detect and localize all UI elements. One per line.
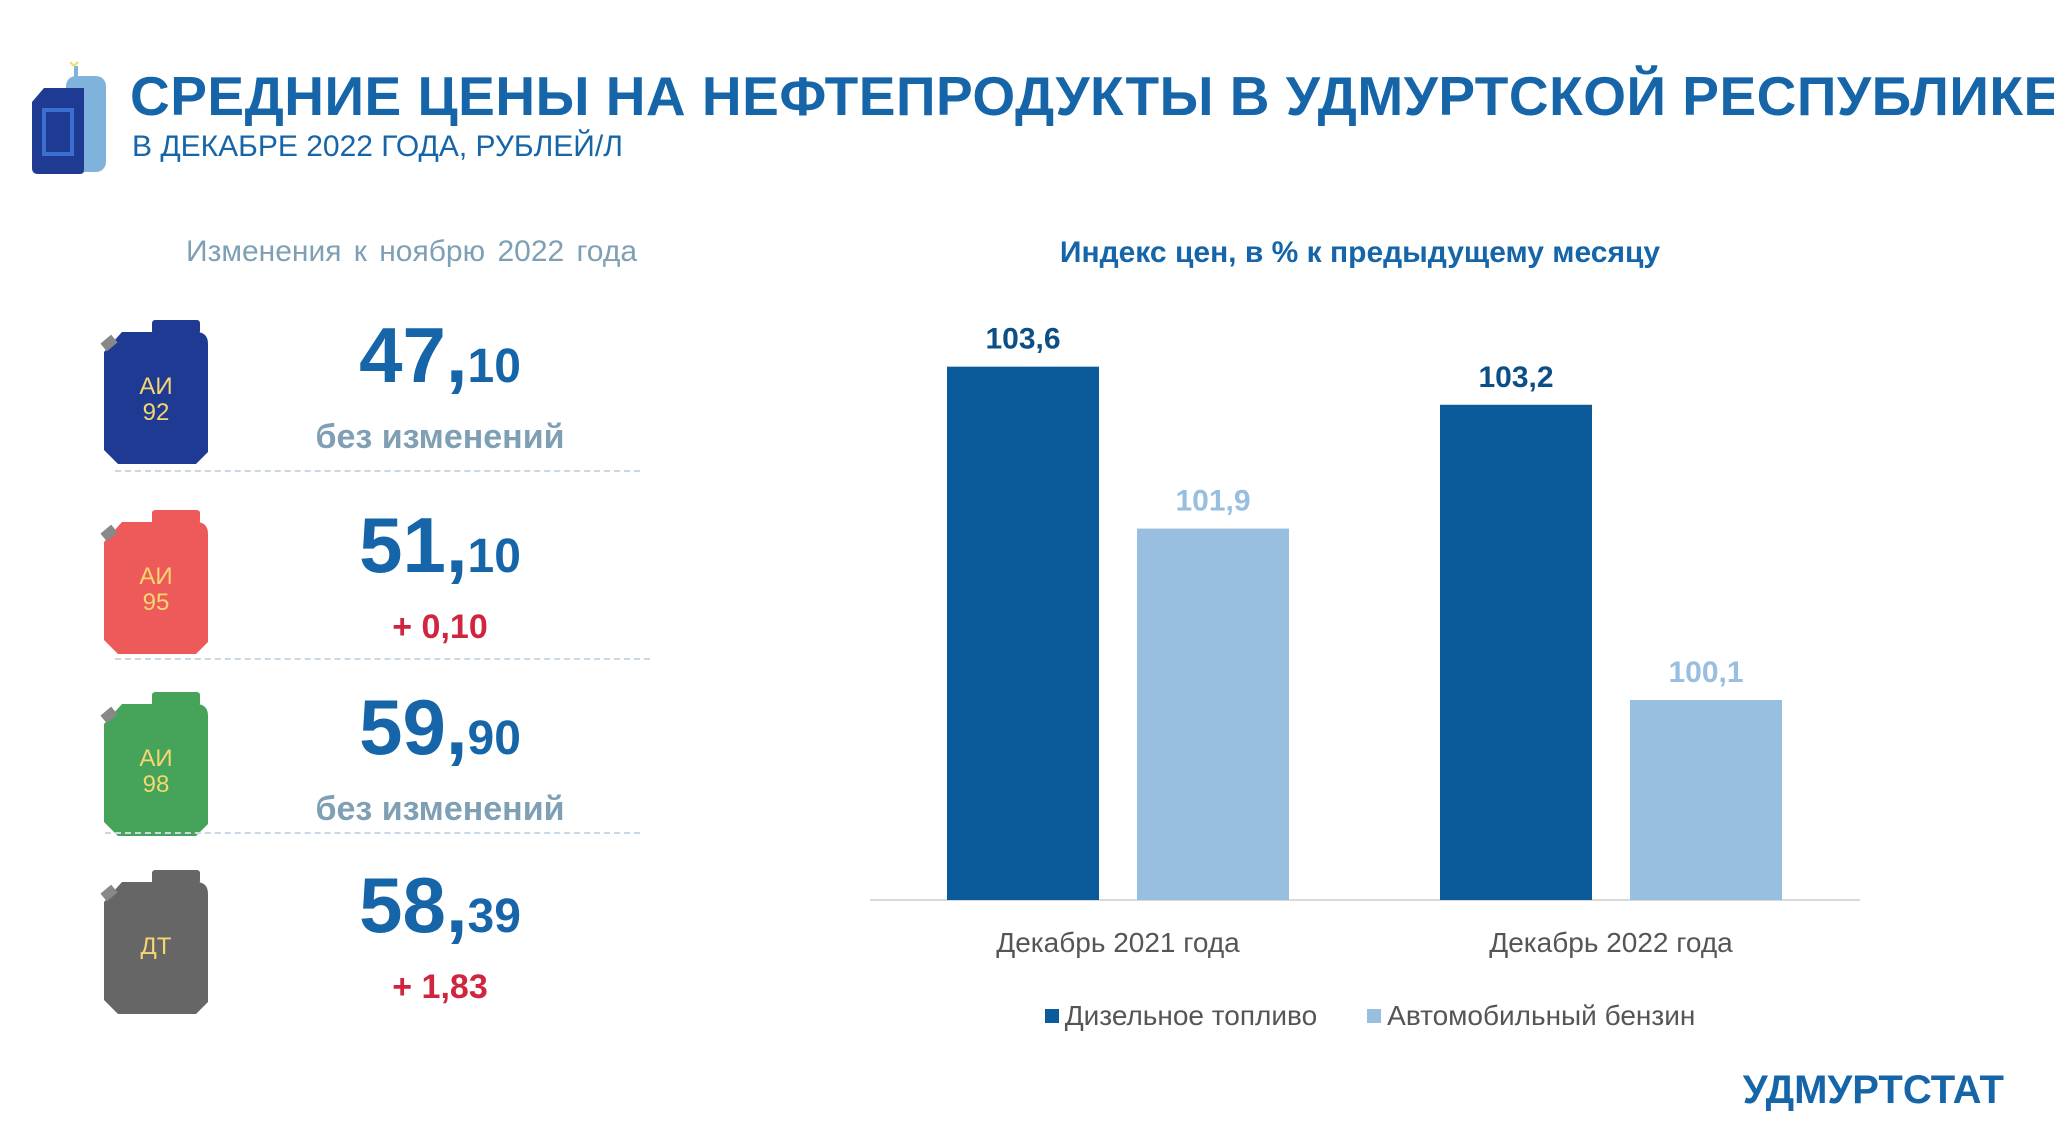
bar-diesel bbox=[947, 366, 1099, 901]
fuel-price: 58,39 bbox=[290, 860, 590, 951]
row-divider bbox=[105, 832, 640, 834]
price-change: без изменений bbox=[315, 418, 565, 456]
fuel-row: ДТ 58,39 + 1,83 bbox=[0, 850, 660, 1030]
x-tick-label: Декабрь 2021 года bbox=[996, 927, 1240, 958]
chart-legend: Дизельное топливо Автомобильный бензин bbox=[1020, 1000, 1720, 1032]
fuel-row: АИ 98 59,90 без изменений bbox=[0, 672, 660, 852]
price-integer: 58, bbox=[359, 861, 468, 949]
fuel-grade-number: 92 bbox=[143, 399, 170, 426]
legend-swatch bbox=[1044, 1009, 1059, 1023]
fuel-grade-label: АИ bbox=[139, 745, 172, 772]
row-divider bbox=[115, 658, 650, 660]
price-decimal: 39 bbox=[467, 890, 521, 943]
changes-heading: Изменения к ноябрю 2022 года bbox=[186, 235, 638, 268]
legend-item: Автомобильный бензин bbox=[1367, 1000, 1695, 1032]
fuel-grade-label: ДТ bbox=[141, 933, 172, 960]
price-decimal: 90 bbox=[467, 712, 521, 765]
bar-diesel bbox=[1440, 404, 1592, 900]
canister-icon: ДТ bbox=[100, 870, 208, 1014]
page-title: СРЕДНИЕ ЦЕНЫ НА НЕФТЕПРОДУКТЫ В УДМУРТСК… bbox=[130, 65, 2054, 127]
bar-gasoline bbox=[1630, 700, 1782, 900]
chart-title: Индекс цен, в % к предыдущему месяцу bbox=[1059, 236, 1661, 269]
fuel-price: 47,10 bbox=[290, 310, 590, 401]
bar-value-label: 100,1 bbox=[1668, 656, 1743, 689]
price-change: + 1,83 bbox=[392, 968, 488, 1006]
price-integer: 59, bbox=[359, 683, 468, 771]
price-decimal: 10 bbox=[467, 340, 521, 393]
legend-item: Дизельное топливо bbox=[1044, 1000, 1318, 1032]
fuel-canister-icon bbox=[32, 61, 106, 174]
bar-value-label: 101,9 bbox=[1175, 485, 1250, 518]
brand-logo-text: УДМУРТСТАТ bbox=[1742, 1068, 2004, 1112]
price-integer: 51, bbox=[359, 501, 468, 589]
fuel-row: АИ 95 51,10 + 0,10 bbox=[0, 490, 660, 670]
x-tick-label: Декабрь 2022 года bbox=[1489, 927, 1733, 958]
fuel-grade-number: 95 bbox=[143, 589, 170, 616]
price-integer: 47, bbox=[359, 311, 468, 399]
legend-label: Дизельное топливо bbox=[1064, 1000, 1318, 1031]
fuel-price: 51,10 bbox=[290, 500, 590, 591]
price-change: + 0,10 bbox=[392, 608, 488, 646]
fuel-grade-label: АИ bbox=[139, 373, 172, 400]
price-decimal: 10 bbox=[467, 530, 521, 583]
row-divider bbox=[115, 470, 640, 472]
fuel-price: 59,90 bbox=[290, 682, 590, 773]
legend-label: Автомобильный бензин bbox=[1387, 1000, 1696, 1031]
page-subtitle: В ДЕКАБРЕ 2022 ГОДА, РУБЛЕЙ/Л bbox=[132, 130, 623, 163]
price-index-chart: 103,6 101,9 Декабрь 2021 года 103,2 100,1 Дек… bbox=[870, 323, 1860, 958]
fuel-grade-number: 98 bbox=[143, 771, 170, 798]
bar-value-label: 103,6 bbox=[985, 323, 1060, 356]
fuel-grade-label: АИ bbox=[139, 563, 172, 590]
legend-swatch bbox=[1367, 1009, 1382, 1023]
bar-value-label: 103,2 bbox=[1478, 361, 1553, 394]
fuel-row: АИ 92 47,10 без изменений bbox=[0, 300, 660, 480]
price-change: без изменений bbox=[315, 790, 565, 828]
bar-gasoline bbox=[1137, 528, 1289, 900]
